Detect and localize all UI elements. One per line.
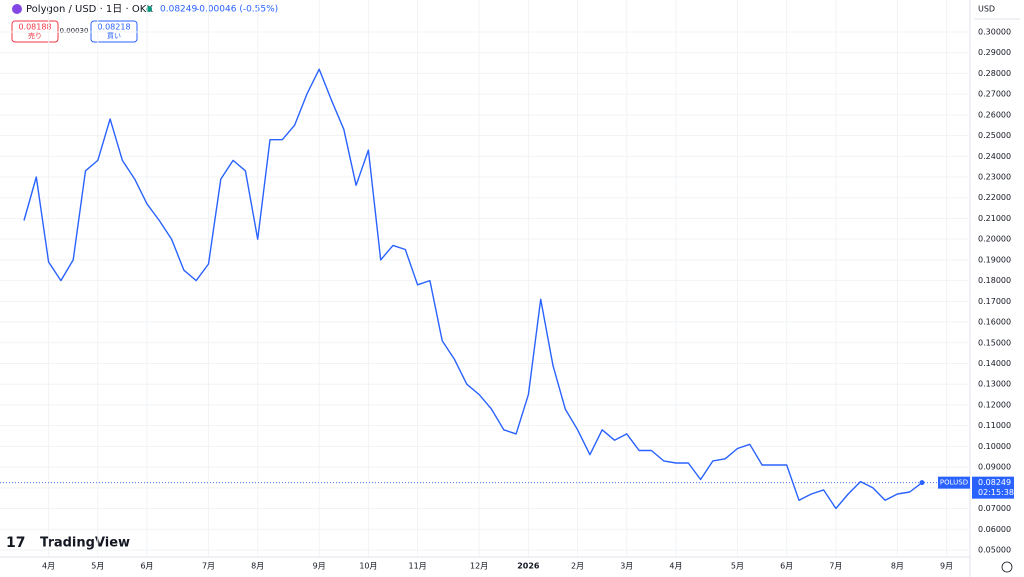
x-tick-label: 5月 [731, 562, 744, 571]
x-tick-label: 9月 [940, 562, 953, 571]
price-label: 0.08249 [978, 478, 1011, 487]
y-tick-label: 0.21000 [978, 214, 1011, 223]
y-tick-label: 0.11000 [978, 421, 1011, 430]
x-tick-label: 12月 [470, 562, 488, 571]
symbol-icon [12, 4, 22, 14]
y-tick-label: 0.06000 [978, 525, 1011, 534]
y-tick-label: 0.22000 [978, 193, 1011, 202]
x-tick-label: 2月 [571, 562, 584, 571]
countdown: 02:15:38 [978, 488, 1014, 497]
y-tick-label: 0.23000 [978, 172, 1011, 181]
y-tick-label: 0.15000 [978, 338, 1011, 347]
header-price: 0.08249 [160, 5, 197, 15]
y-tick-label: 0.18000 [978, 276, 1011, 285]
currency[interactable]: USD [978, 5, 995, 14]
y-tick-label: 0.30000 [978, 27, 1011, 36]
y-tick-label: 0.29000 [978, 48, 1011, 57]
y-tick-label: 0.07000 [978, 504, 1011, 513]
x-tick-label: 3月 [620, 562, 633, 571]
symbol-label-bg [938, 476, 970, 489]
y-tick-label: 0.05000 [978, 545, 1011, 554]
y-tick-label: 0.25000 [978, 131, 1011, 140]
buy-price: 0.08218 [97, 23, 130, 32]
y-tick-label: 0.10000 [978, 442, 1011, 451]
spread: 0.00030 [60, 27, 89, 35]
logo: TradingView [40, 536, 130, 551]
x-tick-label: 6月 [780, 562, 793, 571]
x-tick-label: 7月 [202, 562, 215, 571]
buy-label: 買い [107, 32, 121, 40]
y-tick-label: 0.14000 [978, 359, 1011, 368]
y-tick-label: 0.13000 [978, 380, 1011, 389]
x-tick-label: 2026 [517, 562, 540, 571]
y-tick-label: 0.24000 [978, 152, 1011, 161]
y-tick-label: 0.17000 [978, 297, 1011, 306]
x-tick-label: 6月 [140, 562, 153, 571]
settings-icon[interactable] [1001, 561, 1013, 573]
x-tick-label: 8月 [251, 562, 264, 571]
y-tick-label: 0.27000 [978, 90, 1011, 99]
x-tick-label: 9月 [313, 562, 326, 571]
logo-mark: 𝟭𝟳 [6, 535, 25, 551]
symbol-label: POLUSD [940, 479, 968, 487]
x-tick-label: 4月 [669, 562, 682, 571]
y-tick-label: 0.20000 [978, 235, 1011, 244]
header-change: -0.00046 (-0.55%) [196, 5, 278, 15]
y-tick-label: 0.16000 [978, 318, 1011, 327]
y-tick-label: 0.09000 [978, 463, 1011, 472]
price-label-bg [972, 476, 1014, 499]
x-tick-label: 7月 [829, 562, 842, 571]
sell-label: 売り [28, 31, 42, 40]
y-tick-label: 0.26000 [978, 110, 1011, 119]
symbol: Polygon / USD · 1日 · OKX [26, 4, 153, 15]
last-point [919, 480, 925, 486]
y-tick-label: 0.19000 [978, 255, 1011, 264]
x-tick-label: 5月 [91, 562, 104, 571]
y-tick-label: 0.28000 [978, 69, 1011, 78]
x-tick-label: 10月 [359, 562, 377, 571]
x-tick-label: 4月 [42, 562, 55, 571]
x-tick-label: 11月 [409, 562, 427, 571]
price-line [23, 68, 923, 510]
x-tick-label: 8月 [891, 562, 904, 571]
y-tick-label: 0.12000 [978, 400, 1011, 409]
sell-price: 0.08188 [18, 23, 51, 32]
